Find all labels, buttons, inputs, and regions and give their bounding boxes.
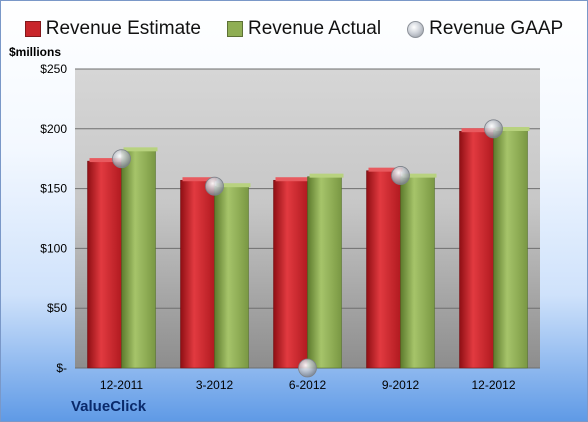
bar-revenue-actual-top	[309, 173, 344, 178]
legend-label-estimate: Revenue Estimate	[45, 18, 201, 39]
bars	[87, 126, 530, 369]
marker-revenue-gaap	[205, 176, 224, 196]
marker-revenue-gaap	[484, 119, 503, 139]
bar-revenue-actual-top	[216, 183, 251, 188]
legend-item-gaap: Revenue GAAP	[407, 18, 563, 40]
x-tick-label: 12-2012	[471, 378, 515, 392]
bar-revenue-estimate-top	[182, 177, 217, 182]
legend-swatch-estimate	[24, 21, 41, 37]
y-tick-label: $250	[40, 62, 67, 76]
y-tick-label: $-	[56, 361, 67, 375]
company-name: ValueClick	[71, 398, 147, 415]
y-tick-label: $100	[40, 241, 67, 255]
bar-revenue-actual	[214, 185, 249, 369]
legend-item-estimate: Revenue Estimate	[24, 18, 201, 40]
bar-revenue-actual-top	[495, 126, 530, 131]
bar-revenue-estimate	[273, 179, 308, 369]
bar-revenue-actual-top	[402, 173, 437, 178]
bar-revenue-estimate-top	[275, 177, 310, 182]
legend-label-gaap: Revenue GAAP	[429, 18, 564, 39]
bar-revenue-actual	[307, 176, 342, 369]
legend-marker-gaap	[407, 20, 425, 38]
bar-revenue-actual	[400, 176, 435, 369]
y-tick-label: $50	[47, 301, 67, 315]
bar-revenue-estimate-top	[89, 158, 124, 163]
y-tick-label: $200	[40, 122, 67, 136]
bar-revenue-estimate	[366, 170, 401, 369]
legend-item-actual: Revenue Actual	[227, 18, 381, 40]
legend: Revenue Estimate Revenue Actual Revenue …	[1, 17, 587, 41]
bar-revenue-actual	[121, 150, 156, 369]
x-axis-ticks: 12-2011 3-2012 6-2012 9-2012 12-2012	[100, 378, 516, 392]
bar-revenue-estimate	[180, 179, 215, 369]
bar-revenue-estimate	[459, 130, 494, 369]
marker-revenue-gaap	[391, 166, 410, 185]
y-axis-ticks: $- $50 $100 $150 $200 $250	[40, 62, 67, 375]
legend-label-actual: Revenue Actual	[248, 18, 382, 39]
x-tick-label: 3-2012	[196, 378, 234, 392]
gaap-markers	[112, 119, 503, 378]
legend-swatch-actual	[227, 21, 243, 37]
marker-revenue-gaap	[112, 149, 131, 169]
bar-revenue-estimate-top	[368, 167, 403, 172]
y-tick-label: $150	[40, 182, 67, 196]
bar-revenue-actual	[493, 129, 528, 369]
x-tick-label: 6-2012	[289, 378, 327, 392]
x-tick-label: 9-2012	[382, 378, 420, 392]
bar-revenue-actual-top	[123, 147, 158, 152]
bar-revenue-estimate-top	[461, 128, 496, 133]
x-tick-label: 12-2011	[100, 378, 143, 392]
y-axis-unit-label: $millions	[9, 45, 62, 59]
bar-revenue-estimate	[87, 160, 122, 369]
marker-revenue-gaap	[298, 358, 317, 378]
